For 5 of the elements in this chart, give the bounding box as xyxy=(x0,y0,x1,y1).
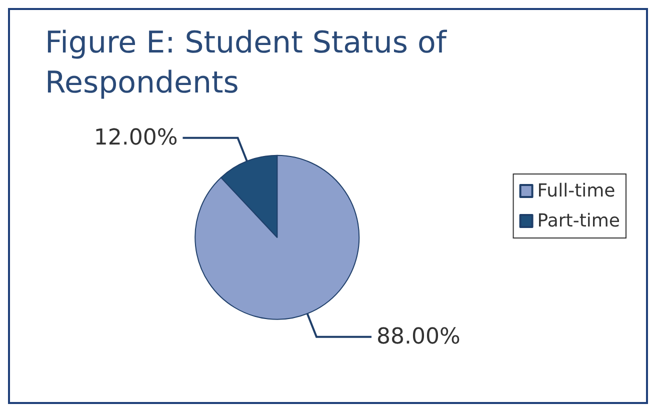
legend-label: Part-time xyxy=(537,210,620,232)
chart-title: Figure E: Student Status of Respondents xyxy=(45,26,448,100)
data-label: 88.00% xyxy=(376,324,460,350)
data-label: 12.00% xyxy=(94,125,178,150)
legend-label: Full-time xyxy=(537,180,616,202)
